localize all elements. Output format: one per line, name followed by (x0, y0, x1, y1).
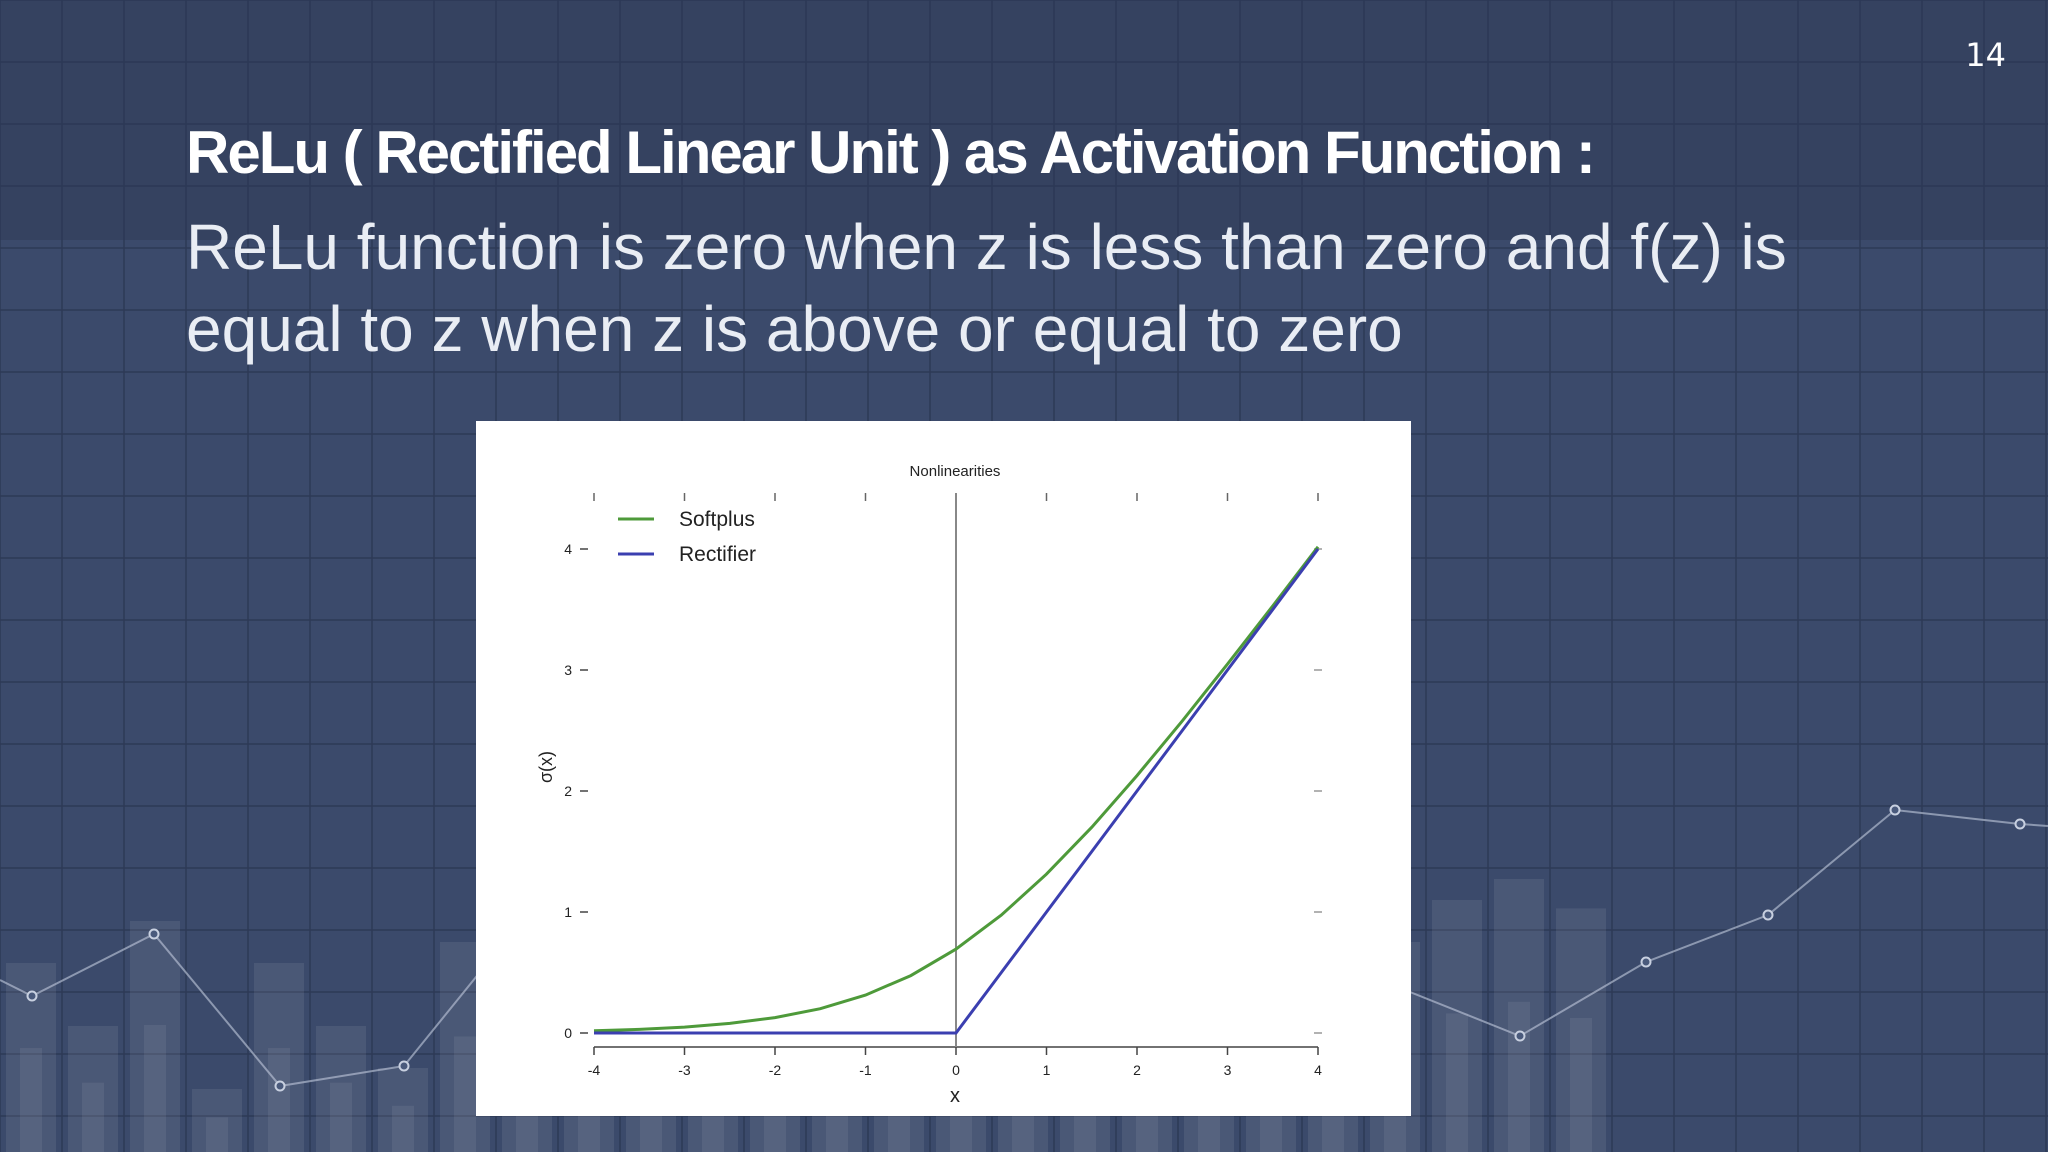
x-axis-label: x (950, 1085, 960, 1107)
background-trend-point (398, 1060, 410, 1072)
background-trend-point (1762, 909, 1774, 921)
background-top-band (0, 0, 2048, 240)
x-tick-label: -2 (769, 1062, 782, 1078)
x-tick-label: 2 (1133, 1062, 1141, 1078)
x-tick-label: 4 (1314, 1062, 1322, 1078)
slide-title: ReLu ( Rectified Linear Unit ) as Activa… (186, 119, 1596, 186)
background-trend-point (1514, 1030, 1526, 1042)
background-trend-point (1889, 804, 1901, 816)
y-tick-label: 2 (564, 783, 572, 799)
x-tick-label: 1 (1043, 1062, 1051, 1078)
series-line-rectifier (594, 548, 1320, 1035)
y-tick-label: 3 (564, 662, 572, 678)
series-line-softplus (593, 545, 1320, 1033)
x-tick-label: -4 (588, 1062, 601, 1078)
y-tick-label: 4 (564, 541, 572, 557)
background-trend-point (148, 928, 160, 940)
background-trend-point (274, 1080, 286, 1092)
relu-chart: Nonlinearities x σ(x) 0 1 2 3 4 -4 -3 -2 -1 0 1 2 3 4… (536, 463, 1322, 1107)
x-tick-label: 0 (952, 1062, 960, 1078)
chart-title: Nonlinearities (910, 463, 1001, 480)
background-trend-point (26, 990, 38, 1002)
x-tick-label: -3 (678, 1062, 691, 1078)
page-number: 14 (1965, 36, 2006, 74)
legend-label-softplus: Softplus (679, 508, 755, 531)
x-tick-label: 3 (1224, 1062, 1232, 1078)
y-axis-label: σ(x) (536, 751, 556, 783)
slide-body-text: ReLu function is zero when z is less tha… (186, 211, 1787, 365)
y-tick-label: 1 (564, 904, 572, 920)
x-tick-label: -1 (859, 1062, 872, 1078)
chart-panel: Nonlinearities x σ(x) 0 1 2 3 4 -4 -3 -2 -1 0 1 2 3 4… (476, 421, 1411, 1116)
background-trend-point (1640, 956, 1652, 968)
y-tick-label: 0 (564, 1025, 572, 1041)
background-trend-point (2014, 818, 2026, 830)
legend-label-rectifier: Rectifier (679, 543, 756, 566)
